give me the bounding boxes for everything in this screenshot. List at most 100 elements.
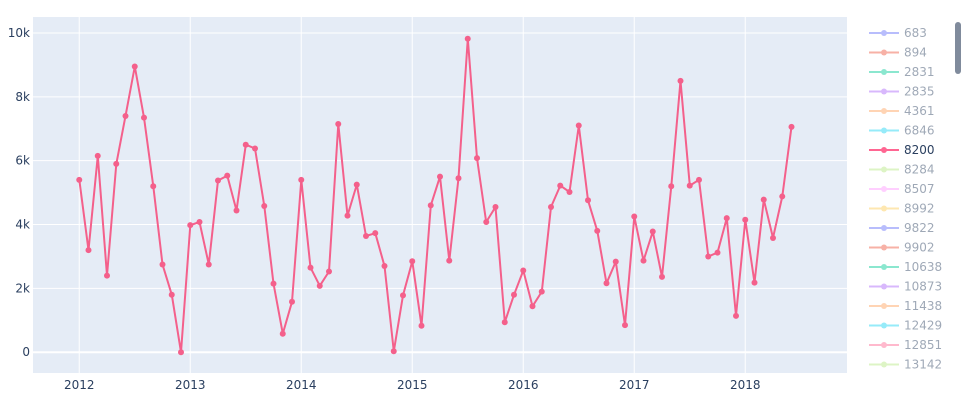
data-point[interactable] (788, 123, 795, 130)
data-point[interactable] (196, 218, 203, 225)
data-point[interactable] (122, 112, 129, 119)
data-point[interactable] (603, 280, 610, 287)
data-point[interactable] (344, 212, 351, 219)
data-point[interactable] (751, 279, 758, 286)
data-point[interactable] (168, 291, 175, 298)
data-point[interactable] (631, 213, 638, 220)
data-point[interactable] (538, 288, 545, 295)
data-point[interactable] (548, 203, 554, 210)
data-point[interactable] (187, 222, 194, 229)
data-point[interactable] (270, 280, 277, 287)
legend-item-2831[interactable]: 2831 (869, 65, 935, 79)
data-point[interactable] (131, 63, 138, 70)
data-point[interactable] (150, 183, 157, 190)
data-point[interactable] (622, 322, 628, 329)
data-point[interactable] (94, 152, 101, 159)
data-point[interactable] (594, 227, 601, 234)
data-point[interactable] (104, 272, 110, 279)
data-point[interactable] (390, 348, 397, 355)
data-point[interactable] (649, 228, 656, 235)
legend-item-9902[interactable]: 9902 (869, 241, 935, 255)
data-point[interactable] (437, 173, 443, 180)
data-point[interactable] (76, 176, 83, 183)
legend-item-12429[interactable]: 12429 (869, 319, 942, 333)
data-point[interactable] (205, 261, 212, 268)
legend-item-9822[interactable]: 9822 (869, 221, 935, 235)
data-point[interactable] (409, 258, 416, 265)
data-point[interactable] (668, 183, 675, 190)
legend-item-8992[interactable]: 8992 (869, 202, 935, 216)
data-point[interactable] (381, 263, 388, 270)
data-point[interactable] (335, 120, 342, 127)
data-point[interactable] (640, 257, 647, 264)
data-point[interactable] (770, 234, 776, 241)
data-point[interactable] (529, 303, 536, 310)
data-point[interactable] (233, 207, 240, 214)
data-point[interactable] (400, 292, 406, 299)
data-point[interactable] (575, 122, 582, 129)
legend-item-13142[interactable]: 13142 (869, 358, 942, 372)
legend-item-8507[interactable]: 8507 (869, 182, 935, 196)
data-point[interactable] (141, 114, 147, 121)
data-point[interactable] (742, 216, 749, 223)
data-point[interactable] (159, 261, 166, 268)
data-point[interactable] (585, 197, 591, 204)
data-point[interactable] (511, 291, 517, 298)
legend-scrollbar[interactable] (955, 22, 961, 74)
data-point[interactable] (307, 264, 314, 271)
legend-item-11438[interactable]: 11438 (869, 299, 942, 313)
data-point[interactable] (279, 330, 286, 337)
legend-item-8284[interactable]: 8284 (869, 163, 935, 177)
data-point[interactable] (760, 196, 767, 203)
data-point[interactable] (446, 257, 453, 264)
data-point[interactable] (520, 267, 527, 274)
data-point[interactable] (464, 35, 471, 42)
legend-item-10873[interactable]: 10873 (869, 280, 942, 294)
data-point[interactable] (215, 177, 221, 184)
data-point[interactable] (677, 77, 684, 84)
data-point[interactable] (178, 349, 184, 356)
legend-item-2835[interactable]: 2835 (869, 85, 935, 99)
data-point[interactable] (723, 215, 730, 222)
data-point[interactable] (474, 155, 480, 162)
legend-item-4361[interactable]: 4361 (869, 104, 935, 118)
data-point[interactable] (242, 141, 249, 148)
legend-item-12851[interactable]: 12851 (869, 338, 942, 352)
data-point[interactable] (252, 145, 258, 152)
data-point[interactable] (566, 188, 573, 195)
legend-item-10638[interactable]: 10638 (869, 260, 942, 274)
data-point[interactable] (298, 176, 305, 183)
legend-item-6846[interactable]: 6846 (869, 124, 935, 138)
data-point[interactable] (714, 249, 721, 256)
data-point[interactable] (492, 203, 499, 210)
series-layer[interactable] (76, 35, 795, 356)
data-point[interactable] (696, 176, 702, 183)
data-point[interactable] (85, 247, 92, 254)
data-point[interactable] (289, 298, 295, 305)
legend-item-894[interactable]: 894 (869, 46, 927, 60)
data-point[interactable] (779, 193, 786, 200)
data-point[interactable] (659, 273, 665, 280)
data-point[interactable] (557, 182, 564, 189)
data-point[interactable] (427, 202, 434, 209)
data-point[interactable] (418, 322, 425, 329)
data-point[interactable] (501, 319, 508, 326)
data-point[interactable] (612, 258, 619, 265)
legend[interactable]: 683 894 2831 2835 4361 6846 8200 8284 8507 8992 98… (869, 26, 942, 372)
data-point[interactable] (372, 230, 379, 237)
legend-item-683[interactable]: 683 (869, 26, 927, 40)
data-point[interactable] (353, 181, 360, 188)
data-point[interactable] (113, 160, 120, 167)
data-point[interactable] (686, 182, 693, 189)
data-point[interactable] (326, 268, 332, 275)
data-point[interactable] (224, 172, 231, 179)
data-point[interactable] (316, 282, 323, 289)
data-point[interactable] (261, 203, 268, 210)
data-point[interactable] (483, 218, 490, 225)
data-point[interactable] (363, 233, 369, 240)
legend-marker (881, 88, 887, 95)
legend-item-8200[interactable]: 8200 (869, 143, 935, 157)
data-point[interactable] (733, 312, 739, 319)
data-point[interactable] (705, 253, 712, 260)
data-point[interactable] (455, 175, 462, 182)
